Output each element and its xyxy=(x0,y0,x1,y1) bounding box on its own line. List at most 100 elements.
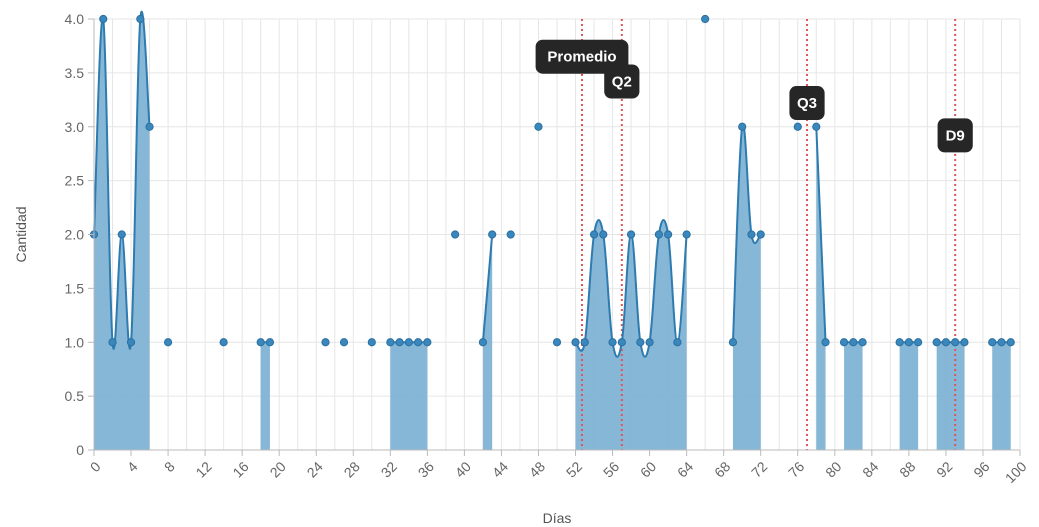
data-point xyxy=(858,338,867,347)
y-tick-label: 2.5 xyxy=(65,173,85,189)
x-tick-label: 60 xyxy=(637,458,659,480)
y-axis-title: Cantidad xyxy=(13,206,29,262)
x-tick-label: 96 xyxy=(970,458,992,480)
data-point xyxy=(404,338,413,347)
data-point xyxy=(451,230,460,239)
annotation-d9: D9 xyxy=(937,118,973,153)
area-segment xyxy=(816,126,826,450)
data-point xyxy=(728,338,738,347)
data-point xyxy=(997,338,1006,347)
x-tick-label: 52 xyxy=(563,458,585,480)
data-point xyxy=(117,230,126,239)
data-point xyxy=(265,338,275,347)
y-tick-label: 1.0 xyxy=(65,334,85,350)
x-tick-label: 44 xyxy=(489,458,511,480)
y-tick-label: 4.0 xyxy=(65,11,85,27)
x-tick-label: 56 xyxy=(600,458,622,480)
annotation-label: D9 xyxy=(946,127,965,144)
area-segment xyxy=(899,342,919,450)
series-line-segment xyxy=(815,126,827,343)
data-point xyxy=(988,338,997,347)
data-point xyxy=(895,338,904,347)
annotation-q3: Q3 xyxy=(789,86,825,121)
y-tick-label: 0 xyxy=(76,442,84,458)
data-point xyxy=(701,14,710,24)
area-segment xyxy=(94,11,150,450)
data-point xyxy=(738,122,747,131)
area-segment xyxy=(732,124,761,451)
data-point xyxy=(682,230,691,239)
x-tick-label: 12 xyxy=(192,458,214,480)
data-point xyxy=(932,338,941,347)
data-point xyxy=(673,338,682,347)
data-point xyxy=(478,338,488,347)
x-tick-label: 40 xyxy=(452,458,474,480)
x-tick-label: 68 xyxy=(711,458,733,480)
data-point xyxy=(654,230,663,239)
data-point xyxy=(145,122,154,131)
annotation-box xyxy=(604,64,640,99)
annotation-box xyxy=(789,86,825,121)
x-tick-label: 16 xyxy=(229,458,251,480)
x-tick-label: 72 xyxy=(748,458,770,480)
data-point xyxy=(756,230,765,239)
data-point xyxy=(580,338,589,347)
data-point xyxy=(256,338,265,347)
data-point xyxy=(636,338,645,347)
data-point xyxy=(914,338,923,347)
annotation-box xyxy=(535,39,629,74)
data-point xyxy=(339,338,349,347)
data-point xyxy=(747,230,756,239)
annotation-label: Q2 xyxy=(612,73,632,90)
x-tick-label: 80 xyxy=(822,458,844,480)
data-point xyxy=(664,230,673,239)
x-tick-label: 28 xyxy=(341,458,363,480)
series-line-segment xyxy=(731,123,762,343)
data-point xyxy=(821,338,830,347)
data-point xyxy=(488,230,497,239)
x-tick-label: 24 xyxy=(304,458,326,480)
data-point xyxy=(108,338,117,347)
x-tick-label: 84 xyxy=(859,458,881,480)
data-point xyxy=(506,230,515,239)
data-point xyxy=(941,338,951,347)
data-point xyxy=(626,230,636,239)
series-line-segment xyxy=(481,234,494,343)
area-fill xyxy=(94,11,1011,451)
axes: 00.51.01.52.02.53.03.54.00 4 8 12 16 20 24 28 32… xyxy=(65,11,1030,486)
x-tick-label: 36 xyxy=(415,458,437,480)
data-point xyxy=(904,338,913,347)
y-tick-label: 0.5 xyxy=(65,388,85,404)
x-tick-label: 8 xyxy=(161,458,178,475)
x-tick-label: 32 xyxy=(378,458,400,480)
x-tick-label: 64 xyxy=(674,458,696,480)
data-point xyxy=(219,338,228,347)
x-axis-title: Días xyxy=(543,510,572,526)
area-segment xyxy=(260,342,270,450)
data-point xyxy=(839,338,849,347)
x-tick-label: 76 xyxy=(785,458,807,480)
data-point xyxy=(126,338,136,347)
x-tick-label: 100 xyxy=(1002,458,1030,486)
data-point xyxy=(645,338,654,347)
data-point xyxy=(534,122,543,131)
annotation-label: Promedio xyxy=(547,49,616,66)
y-tick-label: 2.0 xyxy=(65,227,85,243)
x-tick-label: 4 xyxy=(124,458,141,475)
data-point xyxy=(589,230,599,239)
data-point xyxy=(793,122,802,131)
data-point xyxy=(163,338,173,347)
data-point xyxy=(367,338,376,347)
data-point xyxy=(571,338,580,347)
area-segment xyxy=(390,342,428,450)
annotation-label: Q3 xyxy=(797,95,817,112)
x-tick-label: 88 xyxy=(896,458,918,480)
data-point xyxy=(608,338,617,347)
area-segment xyxy=(844,342,863,450)
annotation-promedio: Promedio xyxy=(535,39,629,74)
y-tick-label: 3.0 xyxy=(65,119,85,135)
annotation-box xyxy=(937,118,973,153)
data-point xyxy=(414,338,423,347)
data-point xyxy=(386,338,395,347)
